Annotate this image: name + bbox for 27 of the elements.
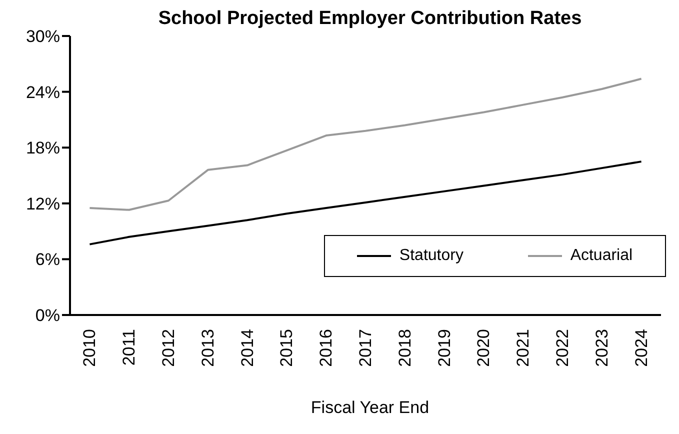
x-tick-label: 2021 (514, 329, 533, 367)
y-tick-label: 24% (26, 82, 60, 102)
x-tick-label: 2016 (316, 329, 336, 367)
x-tick-label: 2010 (80, 329, 100, 367)
x-axis-title: Fiscal Year End (310, 398, 430, 418)
legend-label: Statutory (399, 247, 464, 265)
x-tick-label: 2012 (159, 329, 178, 367)
y-tick-label: 6% (35, 250, 60, 270)
legend-label: Actuarial (570, 247, 633, 265)
y-tick-label: 30% (26, 27, 60, 46)
line-series (88, 78, 642, 211)
x-tick-label: 2011 (120, 329, 139, 366)
chart-title: School Projected Employer Contribution Rates (157, 8, 583, 30)
x-tick-label: 2014 (238, 329, 257, 367)
x-tick-label: 2020 (474, 329, 494, 367)
line-series (88, 160, 642, 246)
y-tick-label: 0% (35, 306, 60, 326)
x-tick-label: 2023 (592, 329, 612, 367)
x-tick-label: 2022 (553, 329, 572, 367)
x-tick-label: 2018 (395, 329, 414, 367)
x-tick-label: 2013 (198, 329, 218, 367)
x-tick-label: 2019 (434, 329, 454, 367)
y-tick-label: 12% (26, 194, 60, 214)
x-tick-label: 2017 (356, 329, 375, 367)
y-tick-label: 18% (26, 138, 60, 158)
x-tick-label: 2024 (632, 329, 651, 367)
x-tick-label: 2015 (277, 329, 296, 367)
